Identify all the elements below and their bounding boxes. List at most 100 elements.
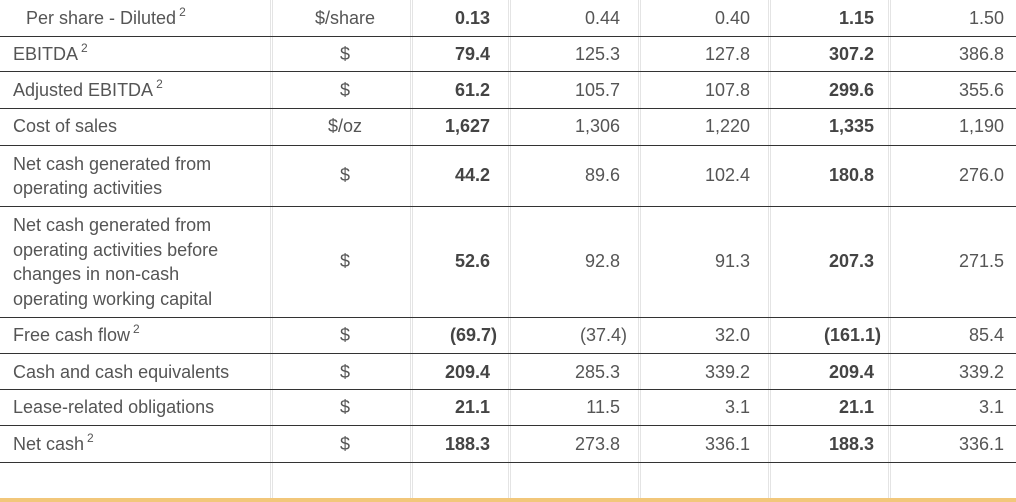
value-cell: 3.1 xyxy=(724,397,750,417)
column-divider xyxy=(510,0,511,502)
value-cell: 339.2 xyxy=(958,362,1004,382)
value-cell: 339.2 xyxy=(704,362,750,382)
row-divider xyxy=(0,353,1016,354)
value-cell: 1,335 xyxy=(828,116,874,136)
value-cell: 127.8 xyxy=(704,44,750,64)
value-cell: 307.2 xyxy=(828,44,874,64)
value-cell: (69.7) xyxy=(449,325,497,345)
value-cell: 0.44 xyxy=(584,8,620,28)
value-cell: 1,627 xyxy=(444,116,490,136)
value-cell: 3.1 xyxy=(978,397,1004,417)
row-unit: $ xyxy=(339,44,350,64)
value-cell: 180.8 xyxy=(828,165,874,185)
value-cell: 32.0 xyxy=(714,325,750,345)
table-row: Cash and cash equivalents $ 209.4 285.3 … xyxy=(0,354,1016,389)
row-unit: $ xyxy=(339,434,350,454)
value-cell: 1,190 xyxy=(958,116,1004,136)
column-divider xyxy=(270,0,271,502)
value-cell: 299.6 xyxy=(828,80,874,100)
value-cell: 61.2 xyxy=(454,80,490,100)
column-divider xyxy=(888,0,889,502)
table-row: Lease-related obligations $ 21.1 11.5 3.… xyxy=(0,390,1016,425)
value-cell: 1.50 xyxy=(968,8,1004,28)
value-cell: 336.1 xyxy=(704,434,750,454)
column-divider xyxy=(638,0,639,502)
row-divider xyxy=(0,108,1016,109)
column-divider xyxy=(508,0,509,502)
value-cell: 1.15 xyxy=(838,8,874,28)
row-unit: $ xyxy=(339,397,350,417)
value-cell: 276.0 xyxy=(958,165,1004,185)
row-label: EBITDA 2 xyxy=(13,41,88,64)
value-cell: 207.3 xyxy=(828,251,874,271)
value-cell: 107.8 xyxy=(704,80,750,100)
column-divider xyxy=(890,0,891,502)
value-cell: 209.4 xyxy=(444,362,490,382)
value-cell: 386.8 xyxy=(958,44,1004,64)
table-row: Per share - Diluted 2 $/share 0.13 0.44 0… xyxy=(0,0,1016,36)
row-unit: $ xyxy=(339,80,350,100)
row-divider xyxy=(0,206,1016,207)
value-cell: 105.7 xyxy=(574,80,620,100)
row-label: Cost of sales xyxy=(13,116,118,136)
value-cell: 188.3 xyxy=(444,434,490,454)
table-row: Adjusted EBITDA 2 $ 61.2 105.7 107.8 299.… xyxy=(0,72,1016,108)
row-unit: $ xyxy=(339,362,350,382)
row-unit: $ xyxy=(339,165,350,185)
table-row: Net cash 2 $ 188.3 273.8 336.1 188.3 336.… xyxy=(0,426,1016,462)
row-divider xyxy=(0,71,1016,72)
value-cell: 92.8 xyxy=(584,251,620,271)
footer-accent-bar xyxy=(0,498,1016,502)
column-divider xyxy=(412,0,413,502)
table-row: Free cash flow 2 $ (69.7) (37.4) 32.0 (16… xyxy=(0,318,1016,353)
row-unit: $ xyxy=(339,251,350,271)
table-row: EBITDA 2 $ 79.4 125.3 127.8 307.2 386.8 xyxy=(0,37,1016,73)
value-cell: 44.2 xyxy=(454,165,490,185)
value-cell: 11.5 xyxy=(586,397,620,417)
row-label: Net cash 2 xyxy=(13,431,94,454)
table-row: Cost of sales $/oz 1,627 1,306 1,220 1,3… xyxy=(0,109,1016,145)
column-divider xyxy=(770,0,771,502)
table-row: Net cash generated from operating activi… xyxy=(0,207,1016,317)
row-unit: $ xyxy=(339,325,350,345)
value-cell: 209.4 xyxy=(828,362,874,382)
value-cell: 0.13 xyxy=(454,8,490,28)
row-unit: $/oz xyxy=(327,116,363,136)
row-label: Per share - Diluted 2 xyxy=(26,5,186,28)
row-divider xyxy=(0,36,1016,37)
value-cell: 85.4 xyxy=(968,325,1004,345)
value-cell: 21.1 xyxy=(454,397,490,417)
value-cell: 188.3 xyxy=(828,434,874,454)
row-label: Adjusted EBITDA 2 xyxy=(13,77,163,100)
value-cell: 21.1 xyxy=(838,397,874,417)
row-divider xyxy=(0,462,1016,463)
value-cell: 1,220 xyxy=(704,116,750,136)
value-cell: 0.40 xyxy=(714,8,750,28)
value-cell: 102.4 xyxy=(704,165,750,185)
row-unit: $/share xyxy=(314,8,376,28)
row-label: Free cash flow 2 xyxy=(13,322,140,345)
value-cell: 91.3 xyxy=(714,251,750,271)
row-divider xyxy=(0,389,1016,390)
row-label: Lease-related obligations xyxy=(13,397,215,417)
row-label: Net cash generated from operating activi… xyxy=(13,154,212,198)
value-cell: 273.8 xyxy=(574,434,620,454)
value-cell: 336.1 xyxy=(958,434,1004,454)
row-divider xyxy=(0,425,1016,426)
column-divider xyxy=(640,0,641,502)
row-label: Cash and cash equivalents xyxy=(13,362,230,382)
column-divider xyxy=(768,0,769,502)
row-divider xyxy=(0,145,1016,146)
table-row: Net cash generated from operating activi… xyxy=(0,146,1016,206)
value-cell: 355.6 xyxy=(958,80,1004,100)
row-label: Net cash generated from operating activi… xyxy=(13,215,219,309)
value-cell: 52.6 xyxy=(454,251,490,271)
value-cell: 79.4 xyxy=(454,44,490,64)
column-divider xyxy=(272,0,273,502)
value-cell: 1,306 xyxy=(574,116,620,136)
value-cell: (161.1) xyxy=(823,325,881,345)
value-cell: 125.3 xyxy=(574,44,620,64)
value-cell: 285.3 xyxy=(574,362,620,382)
column-divider xyxy=(410,0,411,502)
